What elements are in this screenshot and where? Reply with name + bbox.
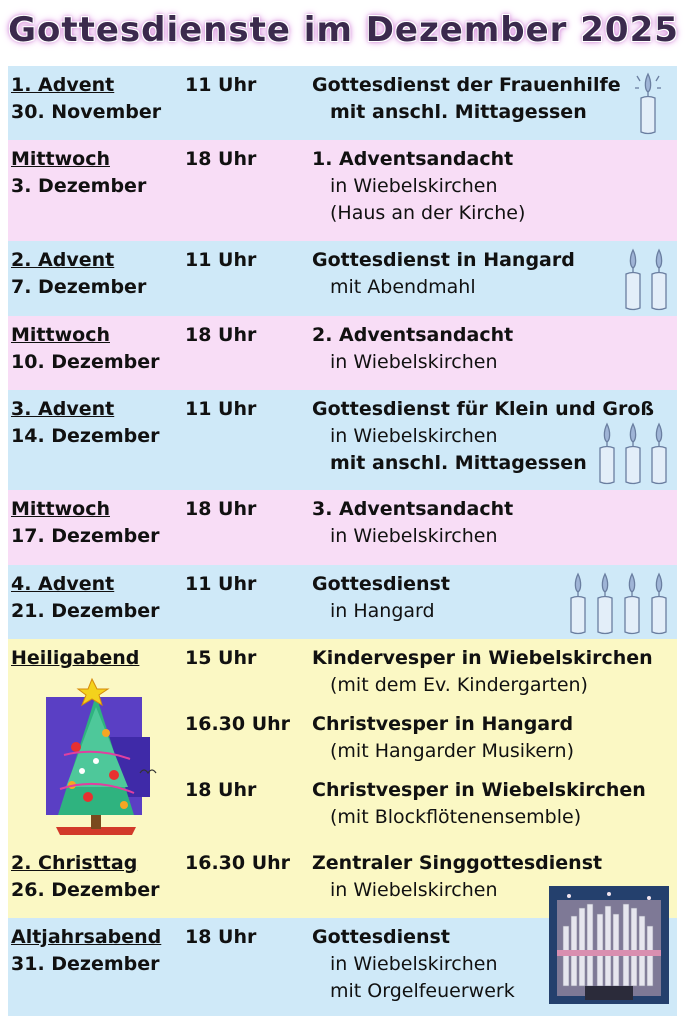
- date-cell: 1. Advent 30. November: [11, 72, 161, 126]
- description-line: Kindervesper in Wiebelskirchen: [312, 647, 653, 669]
- schedule-row-heiligabend: Heiligabend 15 Uhr Kindervesper in Wiebe…: [8, 639, 677, 844]
- date-cell: 2. Advent 7. Dezember: [11, 247, 146, 301]
- day-label: Mittwoch: [11, 324, 110, 346]
- candle-icon: [625, 248, 667, 311]
- day-label: 2. Advent: [11, 249, 115, 271]
- date-cell: 2. Christtag 26. Dezember: [11, 850, 160, 904]
- description-line: (mit dem Ev. Kindergarten): [330, 674, 588, 696]
- time-label: 11 Uhr: [185, 74, 257, 96]
- description-line: mit anschl. Mittagessen: [330, 101, 587, 123]
- day-label: 4. Advent: [11, 573, 115, 595]
- date-label: 21. Dezember: [11, 600, 160, 622]
- time-label: 18 Uhr: [185, 926, 257, 948]
- time-label: 16.30 Uhr: [185, 713, 291, 735]
- schedule-row-2-advent: 2. Advent 7. Dezember 11 Uhr Gottesdiens…: [8, 241, 677, 316]
- service-schedule: 1. Advent 30. November 11 Uhr Gottesdien…: [8, 66, 677, 1016]
- day-label: 1. Advent: [11, 74, 115, 96]
- description-line: in Wiebelskirchen: [330, 525, 498, 547]
- description: 3. Adventsandacht in Wiebelskirchen: [312, 496, 513, 550]
- description-line: 3. Adventsandacht: [312, 498, 514, 520]
- candle-icon: [635, 72, 661, 135]
- date-cell: 3. Advent 14. Dezember: [11, 396, 160, 450]
- time-label: 18 Uhr: [185, 324, 257, 346]
- description-line: Zentraler Singgottesdienst: [312, 852, 603, 874]
- day-label: Mittwoch: [11, 498, 110, 520]
- christmas-tree-drawing: [46, 677, 157, 835]
- description-line: mit anschl. Mittagessen: [330, 452, 587, 474]
- description: Gottesdienst in Hangard mit Abendmahl: [312, 247, 575, 301]
- date-cell: Mittwoch 10. Dezember: [11, 322, 160, 376]
- description-line: 1. Adventsandacht: [312, 148, 514, 170]
- description-line: in Wiebelskirchen: [330, 425, 498, 447]
- date-label: 30. November: [11, 101, 162, 123]
- date-label: 7. Dezember: [11, 276, 147, 298]
- description-line: mit Orgelfeuerwerk: [330, 980, 515, 1002]
- description: Gottesdienst für Klein und Groß in Wiebe…: [312, 396, 654, 477]
- time-label: 11 Uhr: [185, 573, 257, 595]
- date-label: 3. Dezember: [11, 175, 147, 197]
- time-label: 18 Uhr: [185, 779, 257, 801]
- schedule-row-1-advent: 1. Advent 30. November 11 Uhr Gottesdien…: [8, 66, 677, 140]
- day-label: 3. Advent: [11, 398, 115, 420]
- schedule-row-3-advent: 3. Advent 14. Dezember 11 Uhr Gottesdien…: [8, 390, 677, 490]
- description-line: in Wiebelskirchen: [330, 879, 498, 901]
- date-label: 10. Dezember: [11, 351, 160, 373]
- description-line: in Wiebelskirchen: [330, 953, 498, 975]
- description-line: (mit Hangarder Musikern): [330, 740, 575, 762]
- description: 2. Adventsandacht in Wiebelskirchen: [312, 322, 513, 376]
- time-label: 16.30 Uhr: [185, 852, 291, 874]
- day-label: 2. Christtag: [11, 852, 138, 874]
- date-cell: Mittwoch 3. Dezember: [11, 146, 146, 200]
- date-label: 31. Dezember: [11, 953, 160, 975]
- description-line: in Wiebelskirchen: [330, 351, 498, 373]
- day-label: Heiligabend: [11, 647, 140, 669]
- time-label: 11 Uhr: [185, 249, 257, 271]
- candle-icon: [570, 572, 667, 635]
- day-label: Altjahrsabend: [11, 926, 162, 948]
- description-line: Christvesper in Wiebelskirchen: [312, 779, 646, 801]
- schedule-row-mittwoch-10: Mittwoch 10. Dezember 18 Uhr 2. Adventsa…: [8, 316, 677, 390]
- page-title: Gottesdienste im Dezember 2025: [8, 10, 679, 50]
- description-line: Christvesper in Hangard: [312, 713, 574, 735]
- description-line: Gottesdienst: [312, 573, 450, 595]
- time-label: 15 Uhr: [185, 647, 257, 669]
- description: 1. Adventsandacht in Wiebelskirchen (Hau…: [312, 146, 525, 227]
- schedule-row-mittwoch-3: Mittwoch 3. Dezember 18 Uhr 1. Adventsan…: [8, 140, 677, 241]
- description-line: 2. Adventsandacht: [312, 324, 514, 346]
- description-line: Gottesdienst für Klein und Groß: [312, 398, 655, 420]
- description-line: in Hangard: [330, 600, 435, 622]
- schedule-row-mittwoch-17: Mittwoch 17. Dezember 18 Uhr 3. Adventsa…: [8, 490, 677, 565]
- date-label: 26. Dezember: [11, 879, 160, 901]
- candle-icon: [599, 422, 667, 485]
- date-cell: Altjahrsabend 31. Dezember: [11, 924, 161, 978]
- time-label: 11 Uhr: [185, 398, 257, 420]
- date-label: 14. Dezember: [11, 425, 160, 447]
- description-line: (Haus an der Kirche): [330, 202, 526, 224]
- date-cell: Mittwoch 17. Dezember: [11, 496, 160, 550]
- description: Kindervesper in Wiebelskirchen (mit dem …: [312, 645, 653, 699]
- description: Gottesdienst der Frauenhilfe mit anschl.…: [312, 72, 621, 126]
- description-line: Gottesdienst der Frauenhilfe: [312, 74, 621, 96]
- description-line: (mit Blockflötenensemble): [330, 806, 582, 828]
- description-line: Gottesdienst in Hangard: [312, 249, 575, 271]
- description-line: mit Abendmahl: [330, 276, 476, 298]
- date-label: 17. Dezember: [11, 525, 160, 547]
- description: Gottesdienst in Wiebelskirchen mit Orgel…: [312, 924, 515, 1005]
- description: Christvesper in Wiebelskirchen (mit Bloc…: [312, 777, 646, 831]
- description-line: Gottesdienst: [312, 926, 450, 948]
- time-label: 18 Uhr: [185, 498, 257, 520]
- description: Christvesper in Hangard (mit Hangarder M…: [312, 711, 574, 765]
- date-cell: 4. Advent 21. Dezember: [11, 571, 160, 625]
- description-line: in Wiebelskirchen: [330, 175, 498, 197]
- organ-photo: [549, 886, 669, 1004]
- description: Gottesdienst in Hangard: [312, 571, 450, 625]
- day-label: Mittwoch: [11, 148, 110, 170]
- time-label: 18 Uhr: [185, 148, 257, 170]
- description: Zentraler Singgottesdienst in Wiebelskir…: [312, 850, 602, 904]
- schedule-row-4-advent: 4. Advent 21. Dezember 11 Uhr Gottesdien…: [8, 565, 677, 639]
- date-cell: Heiligabend: [11, 645, 139, 672]
